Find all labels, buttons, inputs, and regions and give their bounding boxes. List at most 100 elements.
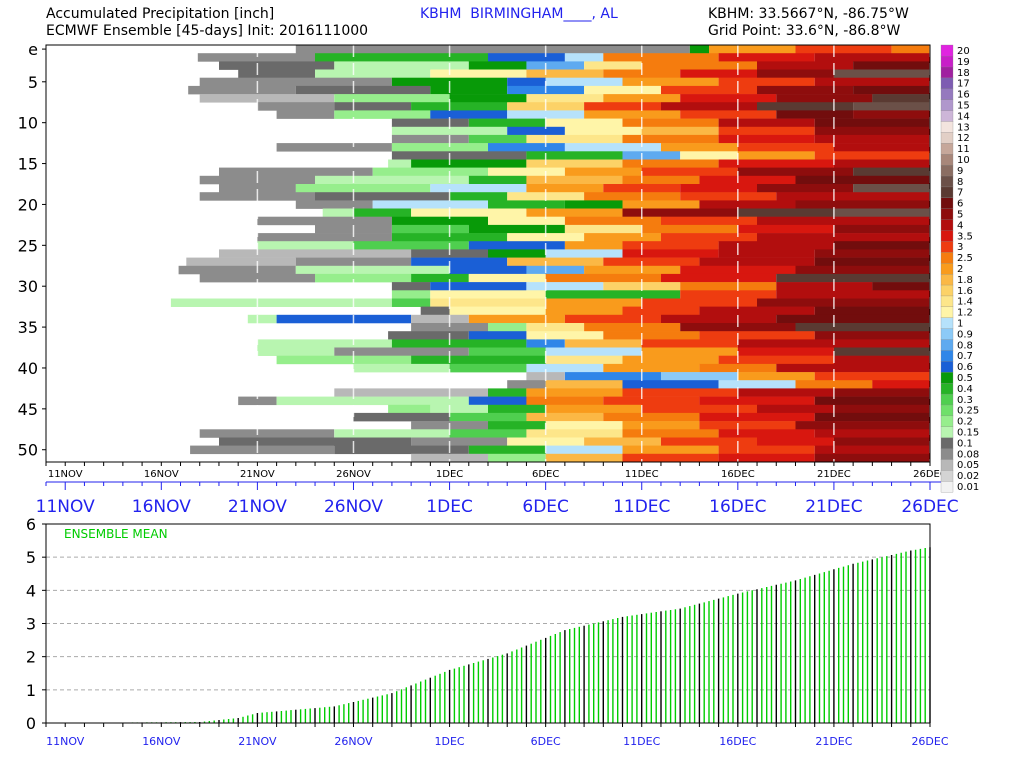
member-segment xyxy=(699,421,796,430)
member-segment xyxy=(420,306,450,316)
member-segment xyxy=(353,363,450,373)
member-segment xyxy=(814,306,930,316)
member-segment xyxy=(622,118,719,128)
member-segment xyxy=(526,396,604,406)
x-tick-label: 16NOV xyxy=(144,469,179,480)
member-segment xyxy=(622,77,719,87)
member-segment xyxy=(372,167,488,177)
member-segment xyxy=(507,126,565,136)
member-segment xyxy=(545,306,623,316)
member-segment xyxy=(488,143,565,152)
member-segment xyxy=(468,134,527,144)
member-segment xyxy=(853,85,930,95)
x-tick-label: 21DEC xyxy=(817,469,851,480)
member-segment xyxy=(526,134,623,144)
member-segment xyxy=(488,404,546,414)
member-segment xyxy=(699,412,815,422)
member-segment xyxy=(718,241,834,250)
x-tick-label: 16DEC xyxy=(721,469,755,480)
member-segment xyxy=(699,257,815,267)
member-segment xyxy=(545,380,623,389)
member-segment xyxy=(737,372,815,381)
member-segment xyxy=(545,347,642,356)
member-segment xyxy=(872,282,930,291)
member-segment xyxy=(322,208,354,217)
x-tick-label: 11DEC xyxy=(625,469,659,480)
member-segment xyxy=(795,380,873,389)
member-segment xyxy=(718,53,815,62)
colorbar-label: 5 xyxy=(957,209,963,220)
member-segment xyxy=(391,118,469,128)
member-segment xyxy=(545,298,642,307)
member-segment xyxy=(641,61,757,70)
member-segment xyxy=(661,233,758,242)
mean-x-tick-label: 11DEC xyxy=(623,735,660,748)
member-segment xyxy=(391,339,527,348)
member-segment xyxy=(199,429,335,438)
member-segment xyxy=(603,53,719,62)
member-segment xyxy=(680,69,758,78)
member-segment xyxy=(411,323,488,332)
member-segment xyxy=(833,355,930,365)
member-segment xyxy=(564,224,642,234)
member-segment xyxy=(872,94,930,103)
x-tick-label: 11NOV xyxy=(48,469,83,480)
member-segment xyxy=(507,233,585,242)
member-segment xyxy=(526,61,585,70)
member-segment xyxy=(276,355,412,365)
colorbar-label: 19 xyxy=(957,57,970,68)
member-segment xyxy=(622,306,700,316)
member-segment xyxy=(197,53,315,62)
member-segment xyxy=(814,77,930,87)
member-segment xyxy=(872,380,930,389)
member-segment xyxy=(411,453,488,463)
member-segment xyxy=(257,339,392,348)
member-segment xyxy=(833,208,930,217)
member-segment xyxy=(430,184,527,193)
member-segment xyxy=(814,257,930,267)
member-segment xyxy=(641,167,738,177)
member-segment xyxy=(315,53,488,62)
colorbar-swatch xyxy=(940,44,954,57)
member-segment xyxy=(526,412,604,422)
colorbar-label: 0.08 xyxy=(957,449,979,460)
colorbar-label: 17 xyxy=(957,79,970,90)
member-segment xyxy=(488,167,565,177)
member-segment xyxy=(680,110,777,119)
member-segment xyxy=(238,396,277,406)
member-segment xyxy=(564,241,623,250)
colorbar-label: 0.15 xyxy=(957,428,979,439)
colorbar-label: 0.5 xyxy=(957,373,973,384)
date-axis-label: 21DEC xyxy=(805,497,862,517)
member-segment xyxy=(776,273,930,283)
member-segment xyxy=(833,69,930,78)
member-segment xyxy=(776,110,854,119)
member-segment xyxy=(622,159,719,168)
member-segment xyxy=(814,396,930,406)
colorbar-label: 1 xyxy=(957,319,963,330)
member-segment xyxy=(238,69,316,78)
date-axis-label: 16DEC xyxy=(709,497,766,517)
member-segment xyxy=(622,151,681,160)
member-segment xyxy=(334,61,469,70)
colorbar-label: 0.02 xyxy=(957,471,979,482)
member-segment xyxy=(776,282,873,291)
member-segment xyxy=(757,216,930,226)
member-segment xyxy=(833,437,930,446)
member-segment xyxy=(391,151,527,160)
member-segment xyxy=(833,224,930,234)
colorbar-label: 1.6 xyxy=(957,286,973,297)
member-segment xyxy=(276,110,335,119)
member-segment xyxy=(219,61,335,70)
colorbar-label: 0.7 xyxy=(957,351,973,362)
member-segment xyxy=(564,200,623,209)
member-segment xyxy=(564,143,661,152)
member-segment xyxy=(391,216,488,226)
colorbar-label: 1.4 xyxy=(957,297,973,308)
member-segment xyxy=(737,151,815,160)
member-segment xyxy=(468,61,527,70)
member-segment xyxy=(507,110,585,119)
member-segment xyxy=(257,216,392,226)
colorbar-label: 20 xyxy=(957,46,970,57)
member-segment xyxy=(853,184,930,193)
